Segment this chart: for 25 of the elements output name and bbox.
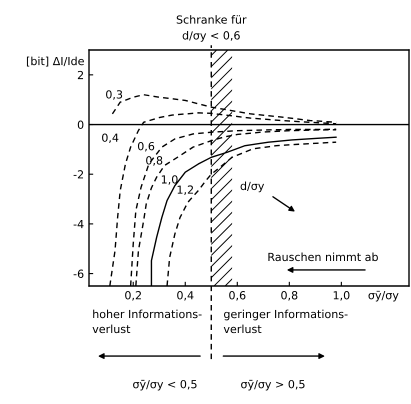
- annotation: d/σy: [240, 182, 264, 192]
- text: hoher Informations- verlust: [92, 310, 202, 334]
- series-label: 0,3: [106, 90, 122, 100]
- y-tick-label: -4: [74, 220, 84, 228]
- series-label: 0,4: [102, 133, 118, 143]
- y-tick-label: -6: [74, 270, 84, 278]
- series-label: 1,0: [162, 175, 178, 185]
- x-tick-label: 0,8: [281, 291, 298, 301]
- y-tick-label: -2: [74, 170, 84, 178]
- y-tick-label: 2: [78, 70, 84, 80]
- x-tick-label: 1,0: [334, 291, 350, 301]
- text: geringer Informations- verlust: [224, 310, 348, 334]
- x-tick-label: 0,4: [177, 291, 194, 301]
- text: σȳ/σy < 0,5: [133, 380, 197, 390]
- x-tick-label: 0,6: [229, 291, 246, 301]
- annotation: Rauschen nimmt ab: [268, 252, 378, 262]
- series-label: 0,8: [146, 156, 162, 166]
- series-label: 1,2: [178, 185, 193, 195]
- x-axis-title: σȳ/σy: [368, 290, 399, 302]
- series-label: 0,6: [138, 142, 154, 152]
- text: σȳ/σy > 0,5: [241, 380, 305, 390]
- x-tick-label: 0,2: [125, 291, 141, 301]
- y-tick-label: 0: [78, 120, 84, 129]
- ref-line-label: Schranke für d/σy < 0,6: [176, 15, 247, 42]
- y-axis-title: [bit] ΔI/Ide: [26, 56, 84, 67]
